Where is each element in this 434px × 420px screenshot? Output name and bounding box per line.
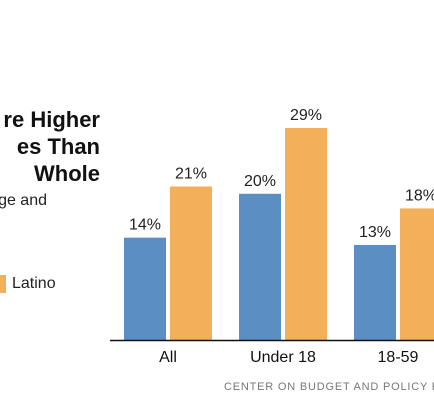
x-tick-label-all: All	[159, 349, 177, 366]
legend: Latino	[0, 275, 56, 293]
chart-subtitle: ge and	[0, 192, 47, 209]
x-tick-label-under-18: Under 18	[250, 349, 316, 366]
bar-all-series-1	[124, 237, 166, 340]
chart-title-line-3: Whole	[34, 161, 100, 186]
bar-under-18-series-2	[285, 128, 327, 340]
bar-under-18-series-1	[239, 193, 281, 340]
chart-title-line-2: es Than	[16, 134, 100, 159]
legend-label-latino: Latino	[12, 275, 56, 292]
x-tick-label-18-59: 18-59	[378, 349, 419, 366]
value-label-under-18-series-1: 20%	[244, 173, 276, 190]
chart-title-line-1: re Higher	[3, 107, 100, 132]
chart-title: re Higher es Than Whole	[3, 106, 100, 187]
value-label-all-series-1: 14%	[129, 217, 161, 234]
bar-all-series-2	[170, 186, 212, 340]
bar-18-59-series-1	[354, 244, 396, 340]
bar-18-59-series-2	[400, 208, 434, 340]
value-label-under-18-series-2: 29%	[290, 107, 322, 124]
value-label-18-59-series-1: 13%	[359, 224, 391, 241]
legend-swatch-latino	[0, 275, 6, 293]
source-credit: CENTER ON BUDGET AND POLICY P	[224, 381, 434, 393]
value-label-all-series-2: 21%	[175, 165, 207, 182]
value-label-18-59-series-2: 18%	[405, 187, 434, 204]
